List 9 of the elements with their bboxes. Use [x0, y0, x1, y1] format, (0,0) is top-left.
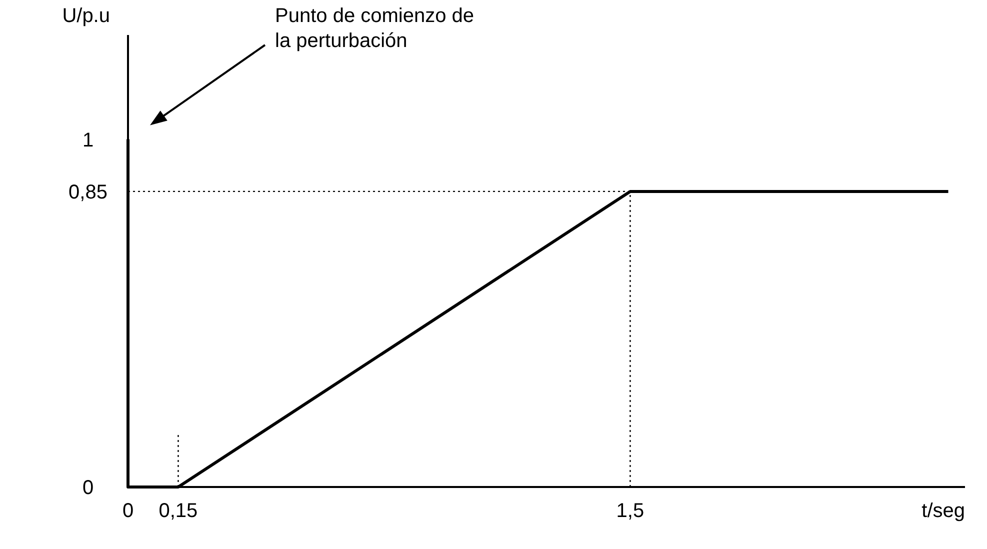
annotation: Punto de comienzo de la perturbación	[275, 5, 474, 52]
y-tick-label: 0	[82, 477, 94, 499]
y-axis-title: U/p.u	[62, 5, 110, 27]
x-tick-label: 1,5	[616, 500, 644, 522]
x-axis-title: t/seg	[922, 500, 965, 522]
x-tick-label: 0,15	[158, 500, 198, 522]
y-tick-label: 0,85	[68, 181, 108, 204]
y-tick-label: 1	[82, 129, 94, 152]
x-tick-label: 0	[122, 500, 134, 522]
